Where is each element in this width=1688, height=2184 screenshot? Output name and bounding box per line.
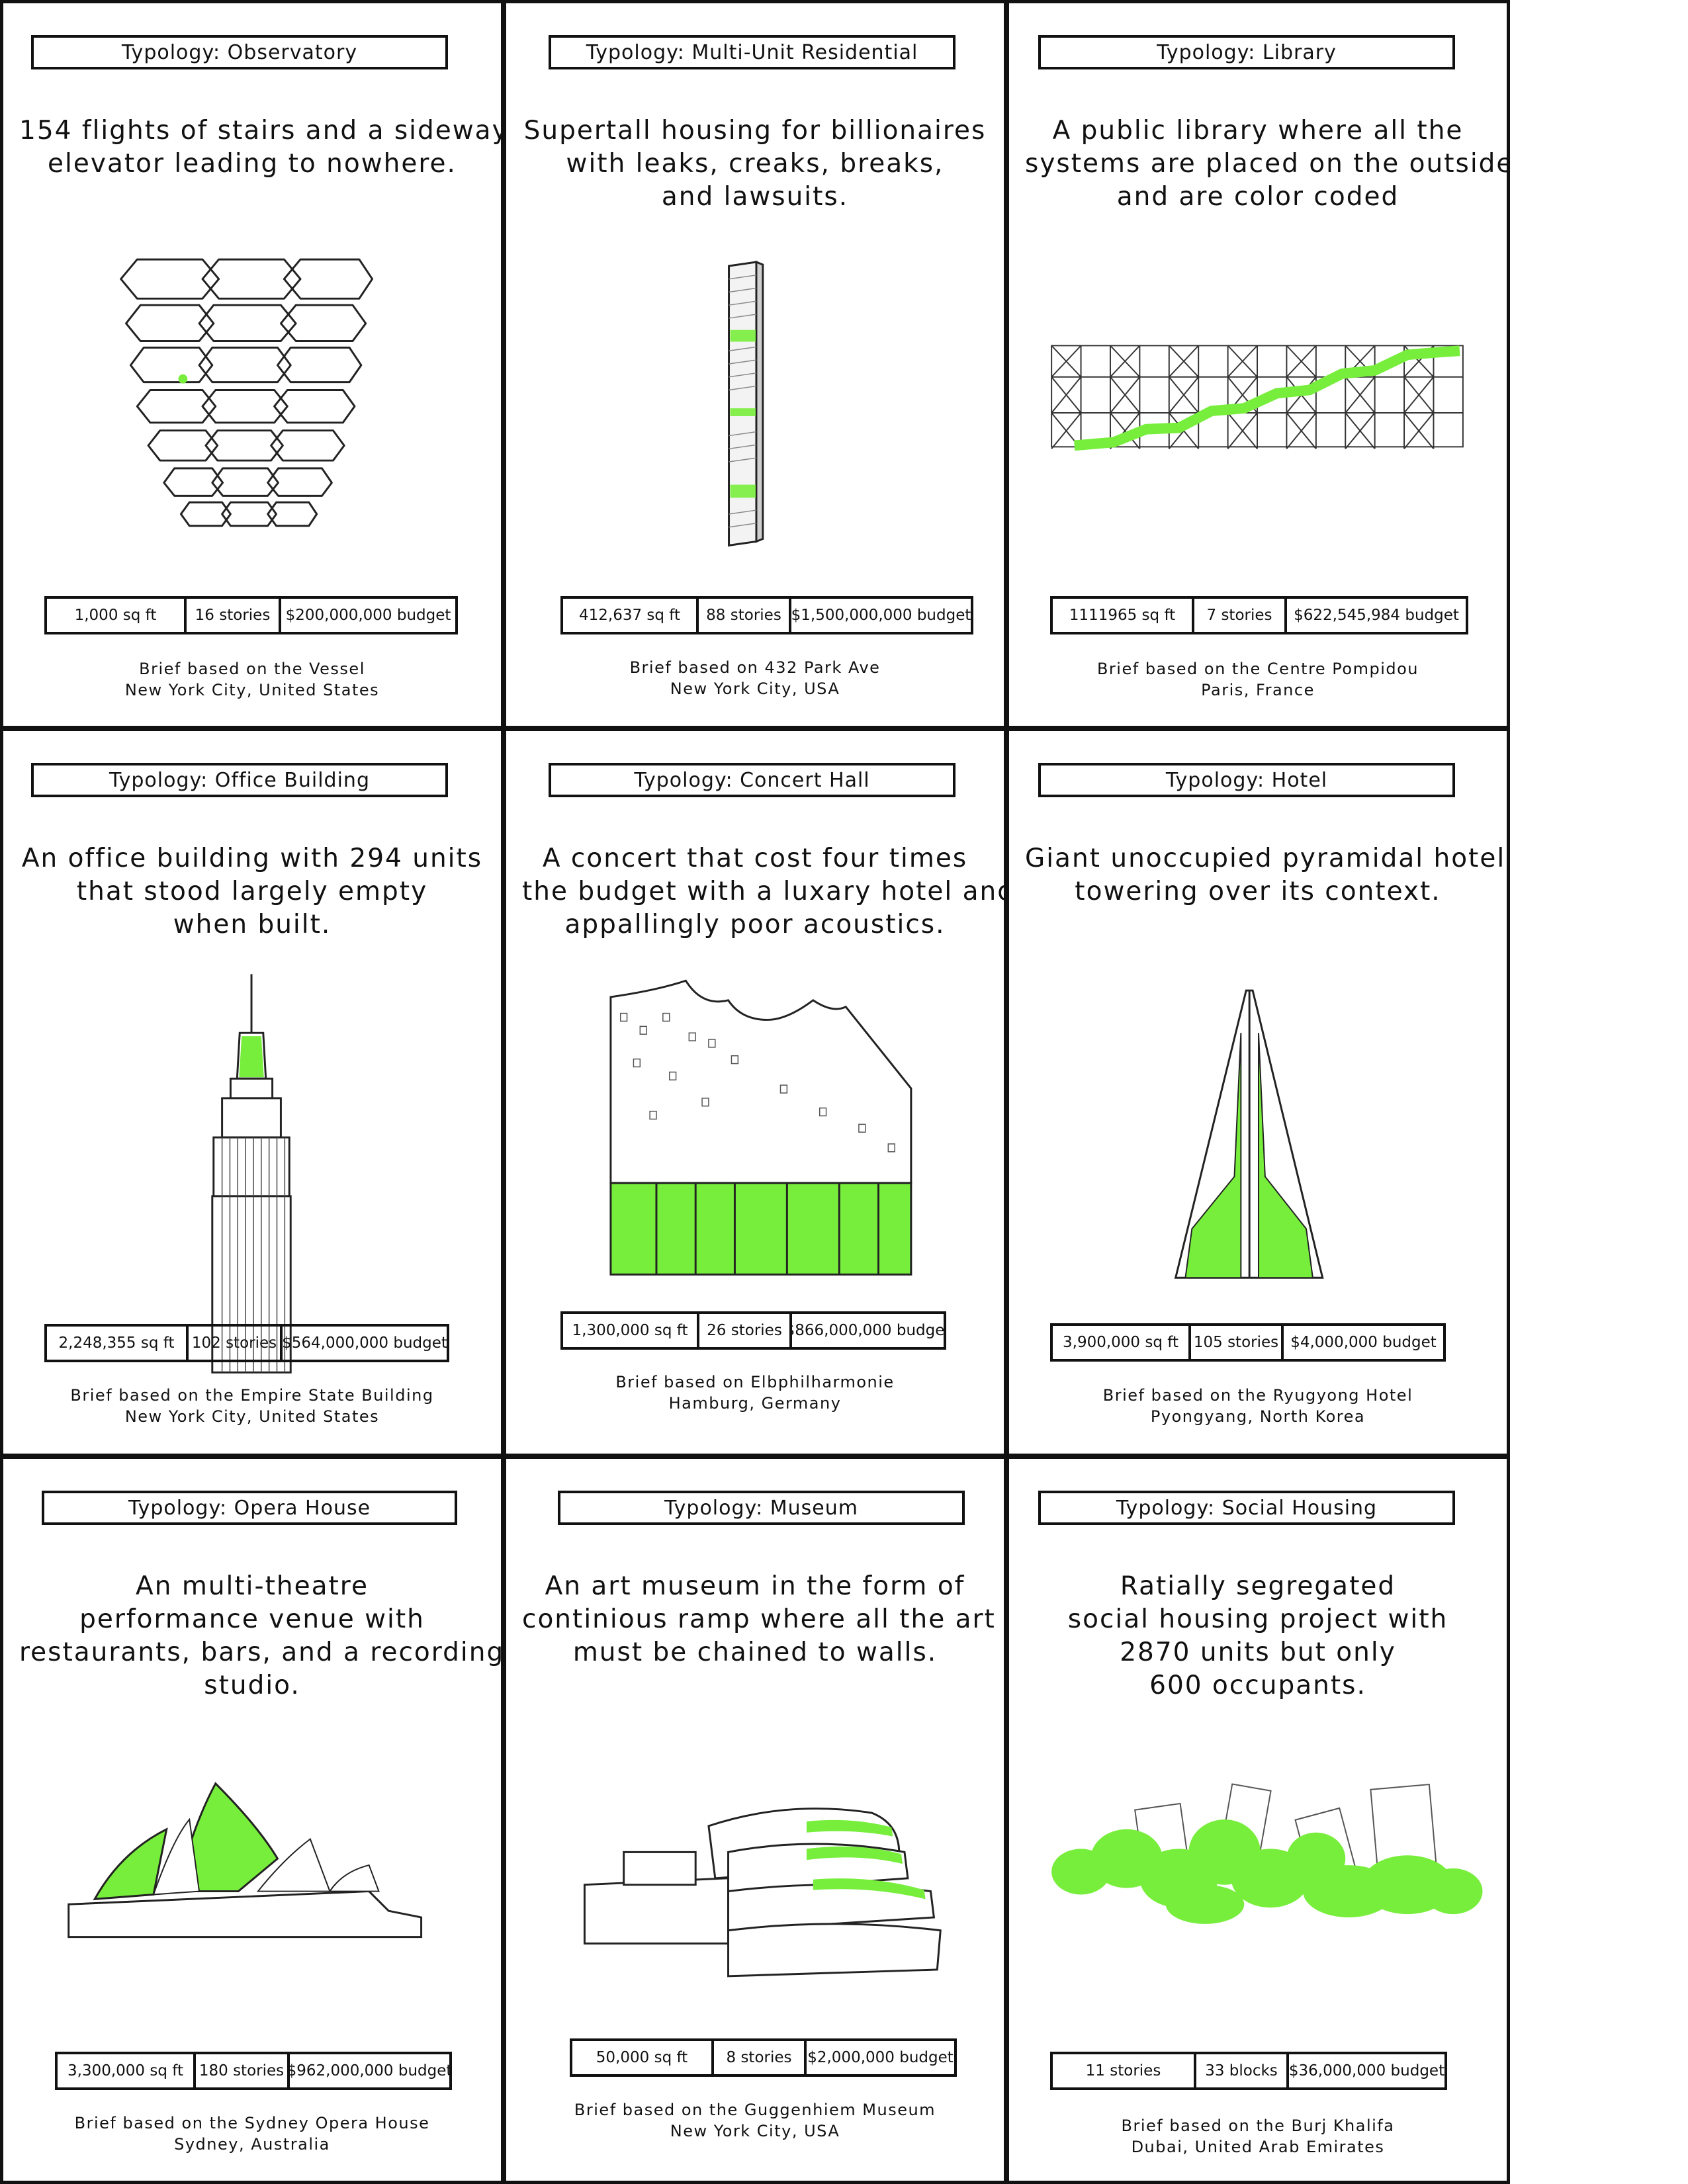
stat-budget: $36,000,000 budget: [1286, 2054, 1444, 2087]
stat-area: 3,900,000 sq ft: [1063, 1334, 1178, 1351]
card-office-building: Typology: Office Building An office buil…: [0, 728, 504, 1457]
card-social-housing: Typology: Social Housing Ratially segreg…: [1006, 1456, 1510, 2184]
stat-stories: 102 stories: [186, 1327, 280, 1360]
card-hotel: Typology: Hotel Giant unoccupied pyramid…: [1006, 728, 1510, 1457]
typology-label: Typology: Social Housing: [1038, 1491, 1455, 1525]
stats-bar: 412,637 sq ft 88 stories $1,500,000,000 …: [560, 596, 973, 634]
typology-label: Typology: Hotel: [1038, 763, 1455, 797]
card-description: An multi-theatre performance venue with re…: [19, 1571, 504, 1700]
stats-bar: 3,900,000 sq ft 105 stories $4,000,000 b…: [1050, 1323, 1446, 1362]
card-library: Typology: Library A public library where…: [1006, 0, 1510, 729]
brief-source: Brief based on the Empire State Building…: [70, 1386, 434, 1426]
stat-area: 1,000 sq ft: [74, 607, 157, 624]
stat-area: 1111965 sq ft: [1069, 607, 1176, 624]
typology-label: Typology: Office Building: [31, 763, 448, 797]
typology-label: Typology: Concert Hall: [549, 763, 955, 797]
stat-stories: 16 stories: [184, 599, 279, 632]
stat-budget: $4,000,000 budget: [1281, 1326, 1443, 1359]
card-grid: Typology: Observatory 154 flights of sta…: [0, 0, 1510, 2184]
stat-stories: 8 stories: [711, 2041, 804, 2074]
card-description: A public library where all the systems ar…: [1025, 116, 1510, 212]
typology-label: Typology: Multi-Unit Residential: [549, 35, 955, 69]
card-description: 154 flights of stairs and a sideways elev…: [19, 116, 504, 179]
brief-source: Brief based on the Guggenhiem Museum New …: [574, 2101, 936, 2140]
stat-budget: $1,500,000,000 budget: [789, 599, 971, 632]
brief-source: Brief based on the Ryugyong Hotel Pyongya…: [1102, 1386, 1413, 1426]
stat-stories: 88 stories: [696, 599, 789, 632]
stat-stories: 105 stories: [1188, 1326, 1281, 1359]
stat-budget: $200,000,000 budget: [279, 599, 455, 632]
card-concert-hall: Typology: Concert Hall A concert that co…: [503, 728, 1007, 1457]
card-description: Supertall housing for billionaires with l…: [523, 116, 987, 212]
typology-label: Typology: Observatory: [31, 35, 448, 69]
stat-stories: 180 stories: [193, 2054, 287, 2087]
stat-area: 1,300,000 sq ft: [572, 1322, 688, 1339]
card-multi-unit-residential: Typology: Multi-Unit Residential Superta…: [503, 0, 1007, 729]
brief-source: Brief based on the Centre Pompidou Paris,…: [1096, 660, 1419, 699]
brief-source: Brief based on the Sydney Opera House Syd…: [74, 2114, 430, 2154]
stat-budget: $866,000,000 budget: [789, 1314, 944, 1347]
stat-blocks: 33 blocks: [1194, 2054, 1286, 2087]
typology-label: Typology: Museum: [558, 1491, 965, 1525]
typology-label: Typology: Library: [1038, 35, 1455, 69]
stats-bar: 2,248,355 sq ft 102 stories $564,000,000…: [44, 1324, 449, 1362]
brief-source: Brief based on Elbphilharmonie Hamburg, G…: [615, 1373, 895, 1413]
typology-label: Typology: Opera House: [42, 1491, 457, 1525]
card-description: Giant unoccupied pyramidal hotel towering…: [1025, 844, 1506, 906]
stat-stories: 11 stories: [1085, 2062, 1161, 2079]
card-description: An art museum in the form of continious r…: [522, 1571, 996, 1667]
stat-stories: 7 stories: [1192, 599, 1284, 632]
card-description: Ratially segregated social housing projec…: [1067, 1571, 1448, 1700]
stat-area: 3,300,000 sq ft: [67, 2062, 183, 2079]
stat-area: 2,248,355 sq ft: [58, 1334, 175, 1352]
stat-budget: $2,000,000 budget: [804, 2041, 954, 2074]
brief-source: Brief based on 432 Park Ave New York City…: [629, 658, 881, 698]
card-description: A concert that cost four times the budget…: [522, 844, 1007, 939]
stats-bar: 1111965 sq ft 7 stories $622,545,984 bud…: [1050, 596, 1468, 634]
card-observatory: Typology: Observatory 154 flights of sta…: [0, 0, 504, 729]
stat-budget: $962,000,000 budget: [287, 2054, 449, 2087]
stat-budget: $622,545,984 budget: [1284, 599, 1466, 632]
brief-source: Brief based on the Vessel New York City, …: [124, 660, 380, 699]
stat-budget: $564,000,000 budget: [280, 1327, 447, 1360]
stats-bar: 1,300,000 sq ft 26 stories $866,000,000 …: [560, 1311, 946, 1350]
card-description: An office building with 294 units that st…: [21, 844, 483, 939]
stats-bar: 50,000 sq ft 8 stories $2,000,000 budget: [570, 2038, 957, 2077]
stat-area: 50,000 sq ft: [596, 2049, 688, 2066]
stats-bar: 3,300,000 sq ft 180 stories $962,000,000…: [55, 2052, 452, 2090]
stats-bar: 1,000 sq ft 16 stories $200,000,000 budg…: [44, 596, 458, 634]
card-opera-house: Typology: Opera House An multi-theatre pe…: [0, 1456, 504, 2184]
card-museum: Typology: Museum An art museum in the fo…: [503, 1456, 1007, 2184]
stats-bar: 11 stories 33 blocks $36,000,000 budget: [1050, 2052, 1447, 2090]
stat-stories: 26 stories: [697, 1314, 789, 1347]
brief-source: Brief based on the Burj Khalifa Dubai, Un…: [1121, 2117, 1395, 2156]
stat-area: 412,637 sq ft: [578, 607, 681, 624]
